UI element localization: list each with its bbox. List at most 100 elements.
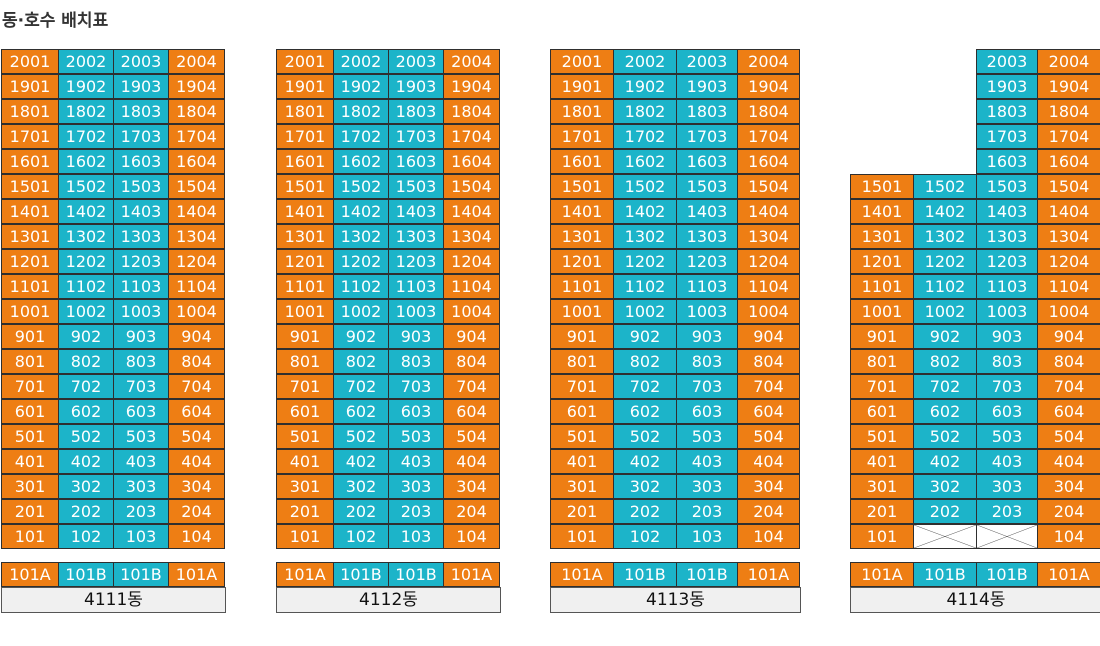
unit-cell: 1004 <box>168 299 225 324</box>
unit-cell: 604 <box>443 399 500 424</box>
floor-row: 2003 2004 <box>851 49 1100 75</box>
unit-cell: 1402 <box>913 199 977 224</box>
unit-cell: 1901 <box>550 74 614 99</box>
unit-cell: 1603 <box>388 149 444 174</box>
unit-cell: 1202 <box>913 249 977 274</box>
unit-cell: 1502 <box>333 174 389 199</box>
unit-cell: 301 <box>276 474 334 499</box>
unit-cell: 1404 <box>1037 199 1100 224</box>
unit-cell: 1803 <box>113 99 169 124</box>
unit-cell: 202 <box>913 499 977 524</box>
floor-row: 801 802 803 804 <box>850 349 1100 375</box>
sub-unit-cell: 101A <box>737 562 800 587</box>
unit-cell: 1104 <box>443 274 500 299</box>
nonexistent-unit-cross-icon <box>976 524 1038 549</box>
floor-row: 1701 1702 1703 1704 <box>276 124 500 150</box>
floor-row: 1201 1202 1203 1204 <box>1 249 225 275</box>
unit-cell: 1403 <box>976 199 1038 224</box>
unit-cell: 203 <box>676 499 738 524</box>
unit-cell: 1303 <box>676 224 738 249</box>
unit-cell: 1303 <box>976 224 1038 249</box>
floor-row: 601 602 603 604 <box>276 399 500 425</box>
unit-cell: 703 <box>676 374 738 399</box>
floor-row: 1601 1602 1603 1604 <box>276 149 500 175</box>
sub-unit-cell: 101A <box>1 562 59 587</box>
floor-row: 2001 2002 2003 2004 <box>1 49 225 75</box>
unit-cell: 2004 <box>168 49 225 74</box>
floor-row: 1001 1002 1003 1004 <box>850 299 1100 325</box>
unit-cell: 1404 <box>737 199 800 224</box>
page-title: 동·호수 배치표 <box>2 11 109 31</box>
unit-cell: 102 <box>613 524 677 549</box>
unit-cell: 302 <box>333 474 389 499</box>
unit-cell: 701 <box>550 374 614 399</box>
unit-cell: 1902 <box>613 74 677 99</box>
floor-row: 801 802 803 804 <box>1 349 225 375</box>
unit-cell: 1302 <box>613 224 677 249</box>
unit-cell: 1301 <box>850 224 914 249</box>
unit-cell: 1902 <box>333 74 389 99</box>
unit-cell: 2002 <box>613 49 677 74</box>
floor-row: 901 902 903 904 <box>550 324 800 350</box>
unit-cell: 1502 <box>913 174 977 199</box>
unit-cell: 1703 <box>676 124 738 149</box>
floor-row: 801 802 803 804 <box>276 349 500 375</box>
sub-unit-cell: 101A <box>550 562 614 587</box>
empty-slot <box>913 74 977 99</box>
unit-cell: 101 <box>850 524 914 549</box>
unit-cell: 1502 <box>58 174 114 199</box>
unit-cell: 603 <box>113 399 169 424</box>
unit-cell: 1701 <box>1 124 59 149</box>
sub-unit-cell: 101A <box>850 562 914 587</box>
unit-cell: 902 <box>913 324 977 349</box>
unit-cell: 1101 <box>850 274 914 299</box>
floor-row: 101 102 103 104 <box>276 524 500 550</box>
floor-row: 1301 1302 1303 1304 <box>550 224 800 250</box>
unit-cell: 303 <box>388 474 444 499</box>
floor-row: 701 702 703 704 <box>850 374 1100 400</box>
unit-cell: 1401 <box>1 199 59 224</box>
unit-cell: 101 <box>276 524 334 549</box>
unit-cell: 304 <box>737 474 800 499</box>
unit-cell: 1503 <box>113 174 169 199</box>
unit-cell: 1101 <box>276 274 334 299</box>
unit-cell: 1202 <box>613 249 677 274</box>
unit-cell: 1901 <box>1 74 59 99</box>
floor-row: 501 502 503 504 <box>550 424 800 450</box>
unit-cell: 602 <box>333 399 389 424</box>
unit-cell: 1204 <box>168 249 225 274</box>
unit-cell: 1004 <box>1037 299 1100 324</box>
unit-cell: 1301 <box>276 224 334 249</box>
floor-row: 401 402 403 404 <box>850 449 1100 475</box>
unit-cell: 102 <box>58 524 114 549</box>
unit-cell: 104 <box>168 524 225 549</box>
unit-cell: 602 <box>613 399 677 424</box>
unit-cell: 703 <box>976 374 1038 399</box>
unit-cell: 804 <box>168 349 225 374</box>
unit-cell: 802 <box>58 349 114 374</box>
floor-row: 201 202 203 204 <box>850 499 1100 525</box>
nonexistent-unit-cross-icon <box>913 524 977 549</box>
sub-unit-cell: 101B <box>58 562 114 587</box>
unit-cell: 603 <box>676 399 738 424</box>
unit-cell: 1702 <box>333 124 389 149</box>
floor-row: 201 202 203 204 <box>1 499 225 525</box>
unit-cell: 1601 <box>1 149 59 174</box>
unit-cell: 1802 <box>58 99 114 124</box>
unit-cell: 101 <box>1 524 59 549</box>
unit-cell: 803 <box>676 349 738 374</box>
building-3-sub-unit-row: 101A 101B 101B 101A <box>850 562 1100 588</box>
floor-row: 1001 1002 1003 1004 <box>1 299 225 325</box>
empty-slot <box>850 149 914 174</box>
unit-cell: 504 <box>1037 424 1100 449</box>
unit-cell: 1201 <box>550 249 614 274</box>
sub-unit-cell: 101A <box>1037 562 1100 587</box>
unit-cell: 1102 <box>333 274 389 299</box>
unit-cell: 601 <box>550 399 614 424</box>
unit-cell: 1301 <box>1 224 59 249</box>
sub-unit-cell: 101B <box>976 562 1038 587</box>
empty-slot <box>913 124 977 149</box>
unit-cell: 1003 <box>113 299 169 324</box>
unit-cell: 203 <box>976 499 1038 524</box>
unit-cell: 201 <box>276 499 334 524</box>
